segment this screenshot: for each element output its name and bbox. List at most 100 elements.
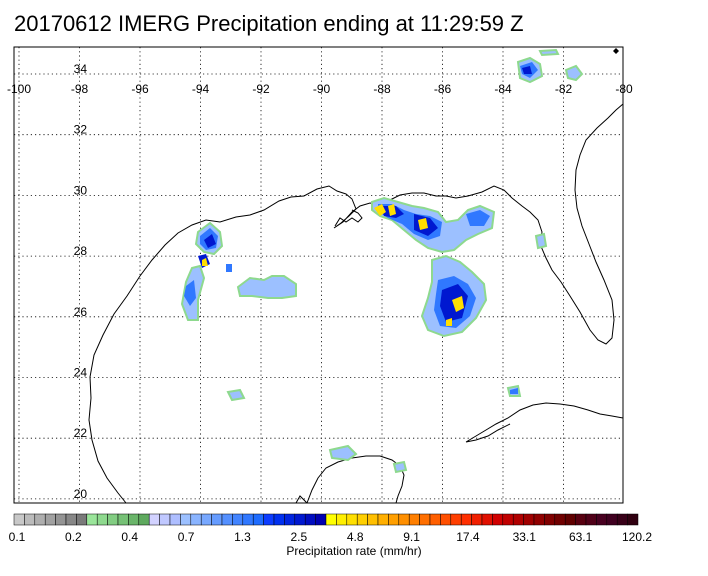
colorbar-tick-label: 2.5 <box>290 530 307 544</box>
longitude-labels: -100 -98 -96 -94 -92 -90 -88 -86 -84 -82 -80 <box>7 82 633 96</box>
colorbar-swatch <box>356 513 368 526</box>
colorbar-swatch <box>242 513 254 526</box>
colorbar-swatch <box>138 513 150 526</box>
colorbar-swatch <box>388 513 400 526</box>
latitude-label: 26 <box>74 305 88 319</box>
colorbar-swatch <box>585 513 597 526</box>
colorbar-swatch <box>315 513 327 526</box>
colorbar-swatch <box>232 513 244 526</box>
latitude-label: 34 <box>74 62 88 76</box>
colorbar-swatch <box>616 513 628 526</box>
longitude-label: -94 <box>192 82 210 96</box>
colorbar-swatch <box>419 513 431 526</box>
longitude-label: -88 <box>373 82 391 96</box>
colorbar-swatch <box>408 513 420 526</box>
colorbar-swatch <box>13 513 25 526</box>
colorbar-swatch <box>523 513 535 526</box>
colorbar-swatch <box>544 513 556 526</box>
colorbar-swatch <box>107 513 119 526</box>
colorbar-swatch <box>512 513 524 526</box>
colorbar-swatch <box>450 513 462 526</box>
colorbar-swatch <box>325 513 337 526</box>
colorbar-tick-label: 0.2 <box>65 530 82 544</box>
colorbar-tick-label: 63.1 <box>569 530 593 544</box>
colorbar-swatch <box>502 513 514 526</box>
colorbar-swatch <box>128 513 140 526</box>
colorbar-swatch <box>398 513 410 526</box>
colorbar-swatch <box>554 513 566 526</box>
latitude-label: 28 <box>74 244 88 258</box>
colorbar-swatch <box>606 513 618 526</box>
longitude-label: -82 <box>555 82 573 96</box>
graticule <box>14 47 623 503</box>
latitude-labels: 34 32 30 28 26 24 22 20 <box>74 62 88 501</box>
colorbar-swatch <box>24 513 36 526</box>
colorbar-tick-label: 0.1 <box>9 530 26 544</box>
colorbar-swatch <box>429 513 441 526</box>
coastline-cuba <box>465 402 624 443</box>
colorbar-swatch <box>346 513 358 526</box>
colorbar-swatch <box>460 513 472 526</box>
precipitation-cells <box>180 48 584 474</box>
colorbar-swatch <box>252 513 264 526</box>
colorbar-tick-label: 4.8 <box>347 530 364 544</box>
colorbar-swatch <box>117 513 129 526</box>
colorbar-swatch <box>471 513 483 526</box>
precip-intense <box>202 204 464 326</box>
colorbar-swatch <box>190 513 202 526</box>
colorbar-tick-label: 0.7 <box>178 530 195 544</box>
map-frame <box>13 46 624 504</box>
colorbar-swatch <box>627 513 639 526</box>
colorbar-swatch <box>159 513 171 526</box>
latitude-label: 22 <box>74 426 88 440</box>
latitude-label: 20 <box>74 487 88 501</box>
colorbar-tick-labels: 0.1 0.2 0.4 0.7 1.3 2.5 4.8 9.1 17.4 33.1 63.1 120.… <box>9 530 653 544</box>
colorbar-tick-label: 120.2 <box>622 530 652 544</box>
colorbar-swatch <box>492 513 504 526</box>
longitude-label: -90 <box>313 82 331 96</box>
latitude-label: 32 <box>74 123 88 137</box>
colorbar-swatch <box>284 513 296 526</box>
latitude-label: 24 <box>74 366 88 380</box>
colorbar-swatch <box>211 513 223 526</box>
colorbar-swatch <box>200 513 212 526</box>
colorbar <box>13 513 639 526</box>
colorbar-swatch <box>55 513 67 526</box>
colorbar-swatch <box>533 513 545 526</box>
longitude-label: -98 <box>71 82 89 96</box>
colorbar-swatch <box>377 513 389 526</box>
longitude-label: -100 <box>7 82 31 96</box>
colorbar-swatch <box>65 513 77 526</box>
colorbar-swatch <box>148 513 160 526</box>
colorbar-swatch <box>596 513 608 526</box>
colorbar-swatch <box>96 513 108 526</box>
colorbar-tick-label: 0.4 <box>121 530 138 544</box>
colorbar-swatch <box>273 513 285 526</box>
colorbar-swatch <box>180 513 192 526</box>
colorbar-swatch <box>76 513 88 526</box>
longitude-label: -92 <box>252 82 270 96</box>
coastline-gulf-us <box>88 103 624 504</box>
north-marker <box>613 48 619 54</box>
colorbar-swatch <box>440 513 452 526</box>
colorbar-tick-label: 1.3 <box>234 530 251 544</box>
colorbar-swatch <box>481 513 493 526</box>
coastline-campeche <box>295 495 308 504</box>
coastline-delta <box>334 209 363 227</box>
colorbar-swatch <box>336 513 348 526</box>
colorbar-swatch <box>263 513 275 526</box>
colorbar-swatch <box>86 513 98 526</box>
colorbar-swatch <box>304 513 316 526</box>
colorbar-swatch <box>367 513 379 526</box>
longitude-label: -80 <box>615 82 633 96</box>
colorbar-label: Precipitation rate (mm/hr) <box>286 544 422 558</box>
colorbar-swatch <box>575 513 587 526</box>
longitude-label: -84 <box>494 82 512 96</box>
colorbar-swatch <box>221 513 233 526</box>
longitude-label: -96 <box>131 82 149 96</box>
colorbar-tick-label: 17.4 <box>456 530 480 544</box>
colorbar-swatch <box>34 513 46 526</box>
colorbar-swatch <box>44 513 56 526</box>
